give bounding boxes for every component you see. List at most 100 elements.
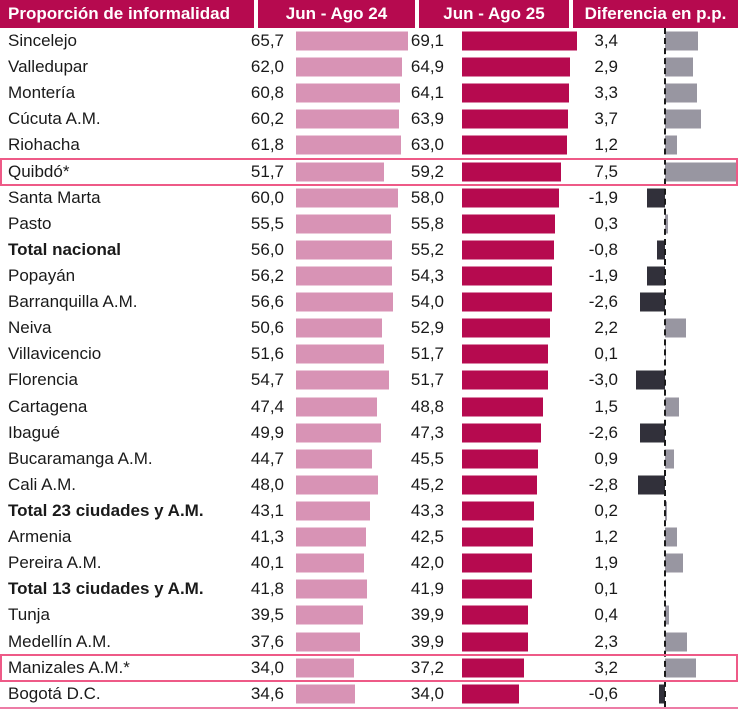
table-row: Manizales A.M.* 34,0 37,2 3,2 [0,653,738,682]
value-jun-ago-25: 34,0 [410,683,444,703]
table-row: Medellín A.M. 37,6 39,9 2,3 [0,629,738,655]
row-label: Riohacha [8,135,80,155]
bar-jun-ago-25 [462,449,538,469]
value-jun-ago-24: 43,1 [250,501,284,521]
value-jun-ago-25: 54,3 [410,266,444,286]
value-jun-ago-24: 65,7 [250,31,284,51]
row-label: Pereira A.M. [8,553,102,573]
value-jun-ago-24: 44,7 [250,448,284,468]
table-row: Bogotá D.C. 34,6 34,0 -0,6 [0,681,738,707]
row-label: Armenia [8,527,72,547]
table-row: Santa Marta 60,0 58,0 -1,9 [0,185,738,211]
bar-difference [665,135,677,155]
value-jun-ago-24: 61,8 [250,135,284,155]
row-label: Quibdó* [8,161,70,181]
value-jun-ago-25: 41,9 [410,579,444,599]
value-jun-ago-24: 56,2 [250,266,284,286]
value-jun-ago-24: 60,0 [250,187,284,207]
value-jun-ago-24: 49,9 [250,422,284,442]
bar-difference [665,553,684,573]
value-difference: 2,3 [594,631,618,651]
value-jun-ago-25: 55,8 [410,213,444,233]
table-row: Pereira A.M. 40,1 42,0 1,9 [0,550,738,576]
bar-difference [659,684,665,704]
value-jun-ago-24: 40,1 [250,553,284,573]
bar-difference [665,449,674,469]
bar-jun-ago-24 [296,501,370,521]
value-jun-ago-25: 51,7 [410,344,444,364]
bar-difference [665,579,666,599]
bar-jun-ago-24 [296,632,361,652]
value-jun-ago-25: 45,5 [410,448,444,468]
value-jun-ago-25: 58,0 [410,187,444,207]
bar-jun-ago-25 [462,31,578,51]
table-row: Total nacional 56,0 55,2 -0,8 [0,237,738,263]
value-jun-ago-25: 54,0 [410,292,444,312]
bar-difference [665,501,667,521]
bar-jun-ago-25 [462,684,519,704]
row-label: Medellín A.M. [8,631,111,651]
value-difference: 1,2 [594,135,618,155]
bar-jun-ago-25 [462,83,569,103]
bar-jun-ago-25 [462,162,561,182]
bar-jun-ago-24 [296,605,364,625]
row-label: Bogotá D.C. [8,683,101,703]
value-difference: 3,4 [594,31,618,51]
row-label: Sincelejo [8,31,77,51]
row-label: Neiva [8,318,52,338]
row-label: Valledupar [8,57,89,77]
row-label: Montería [8,83,76,103]
value-difference: -2,6 [588,422,618,442]
bar-jun-ago-25 [462,553,532,573]
value-jun-ago-25: 51,7 [410,370,444,390]
bar-jun-ago-24 [296,188,399,208]
value-jun-ago-25: 64,9 [410,57,444,77]
value-jun-ago-24: 34,6 [250,683,284,703]
bar-difference [665,109,701,129]
value-difference: 3,3 [594,83,618,103]
value-jun-ago-25: 39,9 [410,605,444,625]
bar-jun-ago-24 [296,553,365,573]
bar-difference [665,31,698,51]
bar-jun-ago-25 [462,370,549,390]
bar-jun-ago-25 [462,605,529,625]
value-difference: -0,6 [588,683,618,703]
value-difference: 3,2 [594,657,618,677]
value-jun-ago-25: 37,2 [410,657,444,677]
table-row: Villavicencio 51,6 51,7 0,1 [0,341,738,367]
bar-difference [638,475,665,495]
value-difference: 2,9 [594,57,618,77]
bar-jun-ago-25 [462,188,559,208]
row-label: Popayán [8,266,76,286]
row-label: Santa Marta [8,187,101,207]
value-jun-ago-24: 60,2 [250,109,284,129]
row-label: Barranquilla A.M. [8,292,138,312]
value-difference: 0,3 [594,213,618,233]
bar-jun-ago-24 [296,83,400,103]
bar-jun-ago-24 [296,475,378,495]
table-row: Cúcuta A.M. 60,2 63,9 3,7 [0,106,738,132]
row-label: Pasto [8,213,52,233]
value-jun-ago-24: 54,7 [250,370,284,390]
value-jun-ago-24: 48,0 [250,474,284,494]
table-header: Proporción de informalidad Jun - Ago 24 … [0,0,738,28]
value-difference: 7,5 [594,161,618,181]
row-label: Florencia [8,370,78,390]
value-jun-ago-25: 55,2 [410,239,444,259]
bar-jun-ago-24 [296,344,384,364]
value-difference: 1,5 [594,396,618,416]
bar-jun-ago-25 [462,632,529,652]
value-difference: 0,1 [594,344,618,364]
row-label: Total 23 ciudades y A.M. [8,501,204,521]
value-difference: -1,9 [588,266,618,286]
bar-jun-ago-25 [462,397,544,417]
bar-jun-ago-24 [296,449,373,469]
value-jun-ago-25: 52,9 [410,318,444,338]
value-jun-ago-24: 51,6 [250,344,284,364]
bar-jun-ago-25 [462,57,571,77]
table-body: Sincelejo 65,7 69,1 3,4 Valledupar 62,0 64,9 2,… [0,28,738,709]
table-row: Barranquilla A.M. 56,6 54,0 -2,6 [0,289,738,315]
row-label: Cali A.M. [8,474,77,494]
bar-difference [646,266,665,286]
